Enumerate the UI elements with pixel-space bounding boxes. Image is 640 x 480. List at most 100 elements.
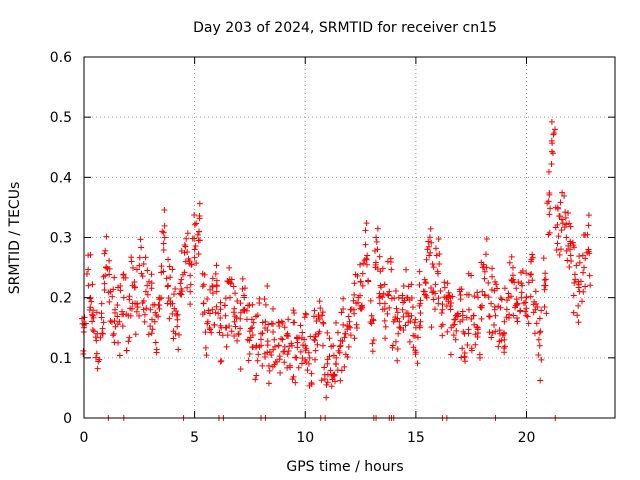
data-point [120, 294, 127, 301]
data-point [311, 307, 318, 314]
data-point [276, 322, 283, 329]
data-point [148, 330, 155, 337]
data-point [266, 367, 273, 374]
data-point [316, 298, 323, 305]
data-point [567, 246, 574, 253]
data-point [285, 348, 292, 355]
data-point [169, 266, 176, 273]
data-point [212, 270, 219, 277]
data-point [218, 357, 225, 364]
data-point [438, 309, 445, 316]
data-point [156, 305, 163, 312]
data-point [376, 253, 383, 260]
data-point [109, 293, 116, 300]
data-point [204, 320, 211, 327]
data-point [357, 292, 364, 299]
data-point [136, 312, 143, 319]
data-point [234, 337, 241, 344]
data-point [151, 318, 158, 325]
data-point [570, 292, 577, 299]
data-point [501, 343, 508, 350]
data-point [439, 332, 446, 339]
data-point [452, 316, 459, 323]
data-point [414, 360, 421, 367]
data-point [261, 296, 268, 303]
data-point [527, 293, 534, 300]
data-point [122, 274, 129, 281]
data-point [422, 279, 429, 286]
data-point [570, 309, 577, 316]
data-point [503, 306, 510, 313]
data-point [232, 323, 239, 330]
data-point [550, 131, 557, 138]
data-point [89, 311, 96, 318]
data-point [142, 288, 149, 295]
data-point [199, 270, 206, 277]
data-point [563, 247, 570, 254]
data-point [386, 304, 393, 311]
data-point [188, 261, 195, 268]
y-axis-label: SRMTID / TECUs [7, 182, 23, 295]
data-point [140, 297, 147, 304]
data-point [324, 371, 331, 378]
data-point [91, 328, 98, 335]
data-point [506, 311, 513, 318]
data-point [530, 309, 537, 316]
data-point [262, 353, 269, 360]
data-point [370, 316, 377, 323]
data-point [158, 295, 165, 302]
data-point [317, 305, 324, 312]
data-point [551, 126, 558, 133]
data-point [129, 264, 136, 271]
data-point [216, 329, 223, 336]
data-point [491, 303, 498, 310]
data-point [98, 300, 105, 307]
data-point [243, 307, 250, 314]
data-point [439, 306, 446, 313]
data-point [379, 265, 386, 272]
data-point [170, 291, 177, 298]
data-point [311, 337, 318, 344]
y-tick-label: 0.3 [50, 231, 72, 247]
data-point [554, 221, 561, 228]
data-point [363, 261, 370, 268]
data-point [359, 282, 366, 289]
data-point [527, 271, 534, 278]
data-point [465, 306, 472, 313]
data-point [559, 220, 566, 227]
data-point [230, 283, 237, 290]
data-point [299, 329, 306, 336]
data-point [474, 289, 481, 296]
data-point [90, 307, 97, 314]
data-point [427, 249, 434, 256]
data-point [110, 286, 117, 293]
data-point [292, 354, 299, 361]
data-point [159, 228, 166, 235]
data-point [519, 267, 526, 274]
data-point [134, 300, 141, 307]
data-point [489, 330, 496, 337]
data-point [155, 313, 162, 320]
data-point [297, 348, 304, 355]
data-point [257, 336, 264, 343]
data-point [447, 303, 454, 310]
data-point [183, 235, 190, 242]
data-point [411, 319, 418, 326]
data-point [488, 334, 495, 341]
data-point [155, 301, 162, 308]
data-point [495, 343, 502, 350]
data-point [351, 291, 358, 298]
data-point [503, 297, 510, 304]
data-point [553, 247, 560, 254]
data-point [144, 267, 151, 274]
data-point [307, 333, 314, 340]
data-point [529, 251, 536, 258]
data-point [105, 289, 112, 296]
data-point [563, 234, 570, 241]
data-point [249, 301, 256, 308]
data-point [538, 307, 545, 314]
data-point [372, 247, 379, 254]
data-point [474, 334, 481, 341]
data-point [566, 263, 573, 270]
data-point [237, 309, 244, 316]
